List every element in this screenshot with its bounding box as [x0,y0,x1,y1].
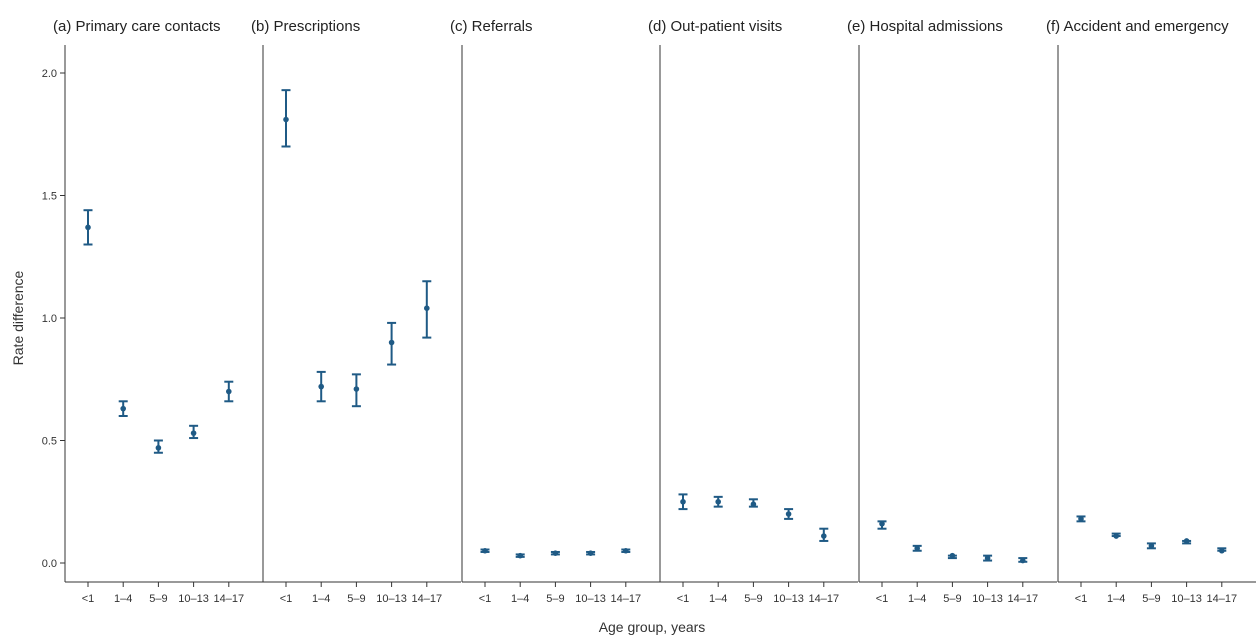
x-tick-label: 5–9 [546,593,564,605]
panel-a: (a) Primary care contacts <1 1–4 5–9 10–13 14… [53,18,263,605]
x-tick-label: 14–17 [611,593,642,605]
x-axis-title: Age group, years [599,619,706,635]
panel-e: (e) Hospital admissions <1 1–4 5–9 10–13 14–1… [847,18,1057,605]
data-point [353,386,360,392]
y-tick-label: 1.0 [42,313,57,325]
data-point [1078,516,1084,522]
x-tick-label: 1–4 [511,593,529,605]
panel-title: (d) Out-patient visits [648,18,782,35]
data-point [85,224,91,231]
x-tick-label: 1–4 [114,593,132,605]
data-point [1183,538,1190,544]
data-point [715,498,721,505]
data-point [482,547,488,554]
data-point [1148,543,1155,549]
x-tick-label: 5–9 [744,593,762,605]
y-tick-label: 0.0 [42,558,57,570]
data-point [785,511,792,517]
x-tick-label: <1 [876,593,889,605]
x-tick-label: 1–4 [1107,593,1125,605]
x-tick-label: <1 [479,593,492,605]
x-tick-label: 5–9 [943,593,961,605]
x-tick-label: 14–17 [809,593,840,605]
data-point [388,339,395,346]
panel-title: (e) Hospital admissions [847,18,1003,35]
data-point [318,383,325,390]
x-tick-label: 1–4 [709,593,727,605]
data-point [120,405,126,412]
y-tick-label: 2.0 [42,68,57,80]
data-point [879,521,885,527]
x-tick-label: 10–13 [575,593,606,605]
panel-b: (b) Prescriptions <1 1–4 5–9 10–13 14–17 [251,18,461,605]
panel-title: (a) Primary care contacts [53,18,221,35]
data-point [984,555,991,561]
panel-title: (f) Accident and emergency [1046,18,1229,35]
x-tick-label: 5–9 [347,593,365,605]
x-tick-label: 14–17 [412,593,443,605]
data-point [283,116,289,123]
data-point [155,445,162,451]
x-tick-label: 10–13 [773,593,804,605]
y-tick-label: 1.5 [42,191,57,203]
data-point [587,550,594,556]
x-tick-label: 10–13 [376,593,407,605]
x-tick-label: 14–17 [1207,593,1238,605]
data-point [552,550,559,556]
x-tick-label: <1 [677,593,690,605]
data-point [517,552,523,559]
data-point [914,545,920,552]
data-point [1219,547,1225,554]
panel-f: (f) Accident and emergency <1 1–4 5–9 10–13 1… [1046,18,1256,605]
data-point [949,552,956,559]
data-point [1020,557,1026,564]
x-tick-label: 10–13 [178,593,209,605]
x-tick-label: 1–4 [312,593,330,605]
data-point [226,388,232,395]
x-tick-label: 5–9 [1142,593,1160,605]
data-point [190,430,197,436]
data-point [623,547,629,554]
panel-c: (c) Referrals <1 1–4 5–9 10–13 14–17 [450,18,660,605]
y-tick-label: 0.5 [42,436,57,448]
x-tick-label: 10–13 [972,593,1003,605]
x-tick-label: <1 [1075,593,1088,605]
y-axis-ticks: 0.0 0.5 1.0 1.5 2.0 [42,68,65,570]
panel-title: (c) Referrals [450,18,533,35]
x-tick-label: 10–13 [1171,593,1202,605]
x-tick-label: <1 [82,593,95,605]
panels-layer: 0.00.51.01.52.0(a) Primary care contacts… [42,18,1256,605]
data-point [424,305,430,312]
data-point [1113,533,1119,539]
panel-d: (d) Out-patient visits <1 1–4 5–9 10–13 14–17 [648,18,858,605]
data-point [750,501,757,508]
data-point [680,498,686,505]
panel-title: (b) Prescriptions [251,18,360,35]
x-tick-label: <1 [280,593,293,605]
x-tick-label: 14–17 [1008,593,1039,605]
x-tick-label: 1–4 [908,593,926,605]
y-axis-title: Rate difference [10,270,26,365]
x-tick-label: 14–17 [214,593,245,605]
data-point [821,533,827,539]
x-tick-label: 5–9 [149,593,167,605]
